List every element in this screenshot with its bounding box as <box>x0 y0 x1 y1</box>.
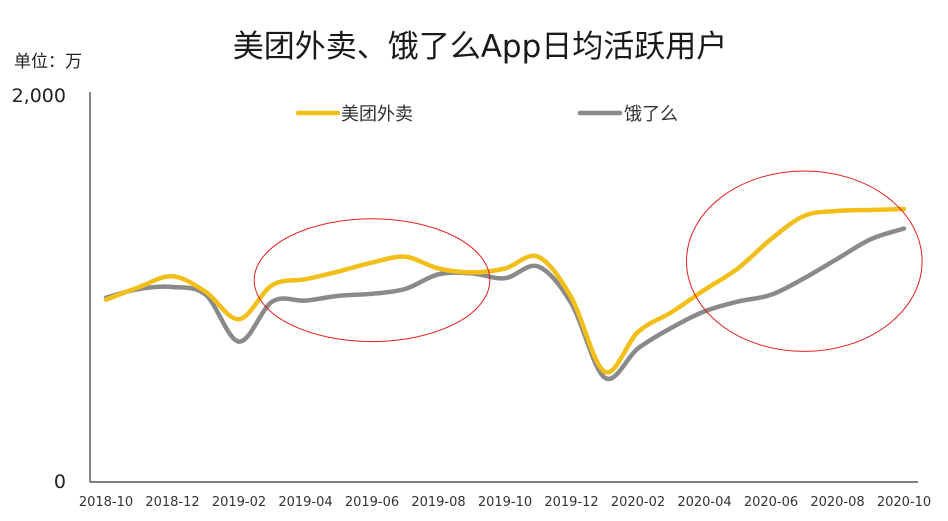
annotation-layer <box>253 170 923 352</box>
annotation-ellipse-2 <box>686 170 923 352</box>
chart-title: 美团外卖、饿了么App日均活跃用户 <box>233 29 728 65</box>
series-layer <box>103 206 907 382</box>
y-tick-label-min: 0 <box>54 471 66 493</box>
annotation-ellipse-1 <box>253 218 491 343</box>
y-axis: 2,000 0 <box>12 85 91 493</box>
x-tick-labels: 2018-10 2018-12 2019-02 2019-04 2019-06 2019-… <box>79 495 931 510</box>
x-tick-label-2020-06: 2020-06 <box>744 495 798 510</box>
x-tick-label-2018-12: 2018-12 <box>145 495 199 510</box>
unit-label: 单位：万 <box>14 52 82 72</box>
x-tick-label-2020-02: 2020-02 <box>611 495 665 510</box>
x-tick-label-2018-10: 2018-10 <box>79 495 133 510</box>
legend: 美团外卖 饿了么 <box>295 104 678 125</box>
series-line-meituan <box>103 206 907 375</box>
x-tick-label-2020-08: 2020-08 <box>810 495 864 510</box>
x-tick-label-2019-12: 2019-12 <box>544 495 598 510</box>
legend-label-meituan: 美团外卖 <box>341 104 413 125</box>
x-tick-label-2019-02: 2019-02 <box>212 495 266 510</box>
x-tick-label-2019-06: 2019-06 <box>345 495 399 510</box>
legend-label-eleme: 饿了么 <box>624 104 678 125</box>
x-tick-label-2020-10: 2020-10 <box>877 495 931 510</box>
x-tick-label-2020-04: 2020-04 <box>677 495 731 510</box>
series-line-eleme <box>103 226 907 382</box>
x-tick-label-2019-08: 2019-08 <box>411 495 465 510</box>
x-tick-label-2019-04: 2019-04 <box>278 495 332 510</box>
y-tick-label-max: 2,000 <box>12 85 66 107</box>
x-tick-label-2019-10: 2019-10 <box>478 495 532 510</box>
